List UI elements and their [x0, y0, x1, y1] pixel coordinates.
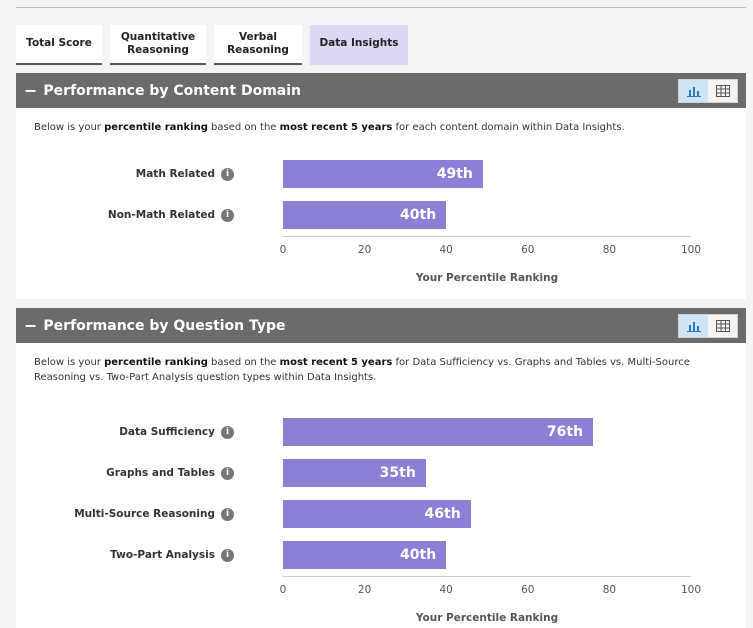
- table-icon[interactable]: [708, 315, 737, 337]
- chart-row: Multi-Source Reasoning i 46th: [16, 500, 716, 528]
- x-axis-line: [283, 236, 691, 237]
- x-tick-label: 60: [521, 584, 535, 596]
- bar-value-label: 49th: [436, 166, 473, 182]
- x-tick-label: 60: [521, 244, 535, 256]
- chart-row: Two-Part Analysis i 40th: [16, 541, 716, 569]
- question-type-section: − Performance by Question Type Below is …: [16, 308, 746, 628]
- chart-row: Graphs and Tables i 35th: [16, 459, 716, 487]
- tab-total-score[interactable]: Total Score: [16, 25, 102, 65]
- bar: 40th: [283, 201, 447, 229]
- tab-quantitative-reasoning[interactable]: Quantitative Reasoning: [110, 25, 206, 65]
- bar-value-label: 40th: [400, 547, 437, 563]
- section-title: Performance by Content Domain: [43, 82, 301, 99]
- desc-text: based on the: [207, 122, 280, 133]
- category-label: Non-Math Related i: [108, 201, 234, 229]
- desc-bold: most recent 5 years: [279, 122, 393, 133]
- section-title: Performance by Question Type: [43, 317, 286, 334]
- section-description: Below is your percentile ranking based o…: [16, 343, 746, 385]
- bar-value-label: 40th: [400, 207, 437, 223]
- desc-text: based on the: [207, 357, 280, 368]
- desc-text: for each content domain within Data Insi…: [392, 122, 625, 133]
- x-tick-label: 100: [680, 244, 702, 256]
- x-axis-line: [283, 576, 691, 577]
- bar-value-label: 35th: [379, 465, 416, 481]
- chart-row: Data Sufficiency i 76th: [16, 418, 716, 446]
- x-tick-label: 0: [279, 584, 287, 596]
- desc-bold: percentile ranking: [104, 122, 208, 133]
- bar: 76th: [283, 418, 594, 446]
- desc-text: for Data Sufficiency vs. Graphs and Tabl…: [34, 357, 690, 383]
- category-label: Data Sufficiency i: [119, 418, 234, 446]
- desc-bold: percentile ranking: [104, 357, 208, 368]
- bar-value-label: 76th: [546, 424, 584, 440]
- x-axis-title: Your Percentile Ranking: [415, 272, 559, 284]
- bar-value-label: 46th: [424, 506, 461, 522]
- tab-verbal-reasoning[interactable]: Verbal Reasoning: [214, 25, 302, 65]
- x-tick-label: 80: [602, 584, 617, 596]
- info-icon[interactable]: i: [221, 548, 234, 562]
- view-toggle: [678, 79, 738, 103]
- tab-label: Total Score: [26, 37, 92, 50]
- category-text: Graphs and Tables: [106, 467, 215, 479]
- category-label: Graphs and Tables i: [106, 459, 234, 487]
- chart-row: Math Related i 49th: [16, 160, 716, 188]
- x-tick-label: 0: [279, 244, 287, 256]
- x-tick-label: 80: [602, 244, 617, 256]
- x-tick-label: 40: [439, 584, 453, 596]
- minus-icon[interactable]: −: [24, 316, 38, 335]
- info-icon[interactable]: i: [221, 167, 234, 181]
- minus-icon[interactable]: −: [24, 81, 38, 100]
- bar: 49th: [283, 160, 483, 188]
- category-label: Math Related i: [136, 160, 234, 188]
- x-axis-title: Your Percentile Ranking: [415, 612, 559, 624]
- x-tick-label: 40: [439, 244, 453, 256]
- x-tick-label: 100: [680, 584, 702, 596]
- tab-data-insights[interactable]: Data Insights: [310, 25, 408, 65]
- tab-label: Data Insights: [319, 37, 399, 50]
- tab-label: Quantitative Reasoning: [120, 30, 196, 56]
- x-tick-label: 20: [357, 584, 372, 596]
- score-tabs: Total Score Quantitative Reasoning Verba…: [16, 25, 416, 67]
- info-icon[interactable]: i: [221, 208, 234, 222]
- x-tick-label: 20: [357, 244, 372, 256]
- bar: 40th: [283, 541, 447, 569]
- bar: 35th: [283, 459, 426, 487]
- category-text: Non-Math Related: [107, 209, 215, 221]
- desc-bold: most recent 5 years: [279, 357, 393, 368]
- bar: 46th: [283, 500, 471, 528]
- table-icon[interactable]: [708, 80, 737, 102]
- content-domain-section: − Performance by Content Domain Below is…: [16, 73, 746, 299]
- category-label: Two-Part Analysis i: [110, 541, 234, 569]
- category-text: Two-Part Analysis: [110, 549, 215, 561]
- chart-row: Non-Math Related i 40th: [16, 201, 716, 229]
- section-header: − Performance by Content Domain: [16, 73, 746, 108]
- category-text: Multi-Source Reasoning: [74, 508, 215, 520]
- section-header: − Performance by Question Type: [16, 308, 746, 343]
- category-text: Data Sufficiency: [119, 426, 215, 438]
- info-icon[interactable]: i: [221, 507, 234, 521]
- bar-chart-icon[interactable]: [679, 315, 708, 337]
- category-label: Multi-Source Reasoning i: [74, 500, 234, 528]
- section-description: Below is your percentile ranking based o…: [16, 108, 746, 135]
- top-divider: [16, 7, 746, 8]
- view-toggle: [678, 314, 738, 338]
- desc-text: Below is your: [34, 357, 105, 368]
- bar-chart-icon[interactable]: [679, 80, 708, 102]
- tab-label: Verbal Reasoning: [227, 30, 289, 56]
- info-icon[interactable]: i: [221, 425, 234, 439]
- category-text: Math Related: [135, 168, 215, 180]
- desc-text: Below is your: [34, 122, 105, 133]
- info-icon[interactable]: i: [221, 466, 234, 480]
